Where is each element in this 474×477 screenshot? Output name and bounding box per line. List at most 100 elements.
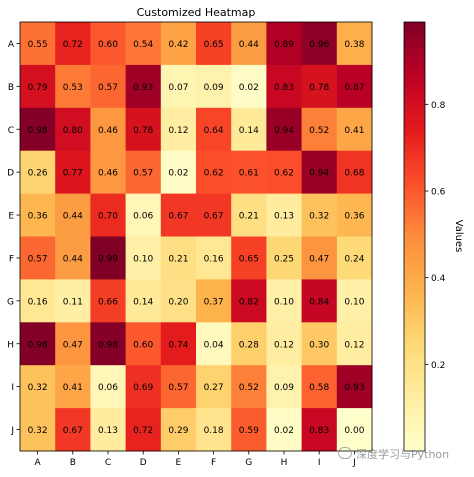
cell-value-label: 0.44: [63, 212, 83, 222]
colorbar-tick-label: 0.6: [431, 188, 446, 198]
cell-value-label: 0.42: [168, 40, 188, 50]
heatmap-cell: [55, 107, 91, 152]
heatmap-cell: [55, 236, 91, 280]
heatmap-cell: [90, 107, 127, 152]
cell-value-label: 0.96: [309, 40, 329, 50]
cell-value-label: 0.10: [274, 297, 294, 307]
cell-value-label: 0.66: [98, 297, 118, 307]
cell-value-label: 0.67: [63, 426, 83, 436]
cell-value-label: 0.46: [98, 169, 118, 179]
cell-value-label: 0.21: [168, 254, 188, 264]
heatmap-cell: [336, 365, 373, 409]
heatmap-cell: [336, 64, 373, 109]
heatmap-cell: [160, 236, 197, 280]
heatmap-cell: [196, 150, 232, 195]
x-tick-label: C: [105, 458, 111, 468]
heatmap-cell: [301, 22, 338, 66]
y-tick-label: J: [10, 426, 14, 436]
heatmap-cell: [336, 193, 373, 237]
heatmap-cell: [266, 365, 303, 409]
cell-value-label: 0.36: [344, 212, 364, 222]
heatmap-cell: [336, 279, 373, 323]
y-tick-label: C: [8, 126, 14, 136]
cell-value-label: 0.72: [133, 426, 153, 436]
cell-value-label: 0.87: [344, 83, 364, 93]
heatmap-cell: [90, 193, 127, 237]
cell-value-label: 0.70: [98, 212, 118, 222]
cell-value-label: 0.69: [133, 383, 153, 393]
cell-value-label: 0.57: [98, 83, 118, 93]
heatmap-cell: [301, 150, 338, 195]
heatmap-cell: [160, 64, 197, 109]
watermark: 深度学习与Python: [338, 446, 449, 462]
heatmap-cell: [90, 322, 127, 366]
cell-value-label: 0.59: [239, 426, 259, 436]
cell-value-label: 0.52: [309, 126, 329, 136]
cell-value-label: 0.79: [28, 83, 48, 93]
cell-value-label: 0.58: [309, 383, 329, 393]
cell-value-label: 0.99: [98, 254, 118, 264]
heatmap-cell: [20, 107, 56, 152]
plot-frame: [19, 21, 373, 452]
cell-value-label: 0.94: [274, 126, 294, 136]
cell-value-label: 0.98: [28, 126, 48, 136]
chart-title: Customized Heatmap: [137, 6, 256, 19]
cell-value-label: 0.57: [168, 383, 188, 393]
x-tick-label: F: [211, 458, 216, 468]
heatmap-cell: [160, 408, 197, 452]
heatmap-cell: [90, 279, 127, 323]
cell-value-label: 0.36: [28, 212, 48, 222]
cell-value-labels: 0.55 0.72 0.60 0.54 0.42 0.65 0.44 0.89 0.96 0.38…: [28, 40, 365, 436]
cell-value-label: 0.82: [239, 297, 259, 307]
cell-value-label: 0.53: [63, 83, 83, 93]
cell-value-label: 0.60: [98, 40, 118, 50]
cell-value-label: 0.57: [28, 254, 48, 264]
heatmap-cell: [125, 107, 162, 152]
colorbar-ticks: 0.2 0.4 0.6 0.8: [425, 101, 446, 371]
heatmap-cell: [196, 365, 232, 409]
heatmap-cell: [55, 193, 91, 237]
heatmap-cell: [196, 64, 232, 109]
heatmap-cell: [55, 279, 91, 323]
colorbar: [403, 21, 426, 452]
cell-value-label: 0.26: [28, 169, 48, 179]
heatmap-cell: [160, 365, 197, 409]
heatmap-cell: [196, 408, 232, 452]
wechat-icon: [338, 447, 352, 459]
cell-value-label: 0.80: [63, 126, 83, 136]
heatmap-cell: [20, 22, 56, 66]
heatmap-cell: [301, 64, 338, 109]
cell-value-label: 0.44: [239, 40, 259, 50]
heatmap-cell: [125, 236, 162, 280]
cell-value-label: 0.25: [274, 254, 294, 264]
heatmap-cell: [90, 365, 127, 409]
cell-value-label: 0.30: [309, 340, 329, 350]
cell-value-label: 0.16: [28, 297, 48, 307]
cell-value-label: 0.32: [28, 426, 48, 436]
cell-value-label: 0.13: [274, 212, 294, 222]
y-tick-label: D: [7, 169, 14, 179]
heatmap-cell: [231, 150, 267, 195]
cell-value-label: 0.77: [63, 169, 83, 179]
heatmap-cell: [196, 193, 232, 237]
heatmap-cell: [90, 236, 127, 280]
heatmap-cell: [336, 107, 373, 152]
heatmap-cell: [125, 22, 162, 66]
cell-value-label: 0.93: [133, 83, 153, 93]
heatmap-cell: [301, 322, 338, 366]
cell-value-label: 0.20: [168, 297, 188, 307]
x-tick-label: B: [70, 458, 76, 468]
cell-value-label: 0.12: [344, 340, 364, 350]
cell-value-label: 0.32: [309, 212, 329, 222]
cell-value-label: 0.00: [344, 426, 364, 436]
x-tick-label: A: [35, 458, 42, 468]
heatmap-cell: [55, 150, 91, 195]
heatmap-cell: [20, 193, 56, 237]
x-tick-label: I: [318, 458, 321, 468]
heatmap-cell: [20, 322, 56, 366]
heatmap-cell: [301, 365, 338, 409]
cell-value-label: 0.62: [274, 169, 294, 179]
heatmap-cells: [20, 22, 373, 452]
cell-value-label: 0.62: [204, 169, 224, 179]
heatmap-cell: [125, 408, 162, 452]
